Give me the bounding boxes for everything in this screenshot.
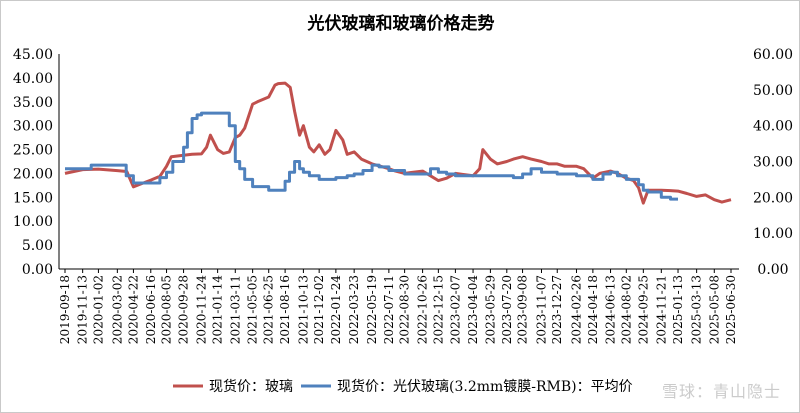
x-tick-label: 2024-06-13 (604, 275, 618, 344)
x-tick-label: 2022-03-23 (347, 275, 361, 344)
x-tick-label: 2025-06-30 (724, 275, 738, 344)
x-tick-label: 2020-11-24 (195, 275, 209, 345)
x-tick-label: 2022-10-26 (416, 275, 430, 344)
y-right-tick-label: 30.00 (753, 155, 793, 171)
x-tick-label: 2020-04-22 (126, 275, 140, 344)
y-right-tick-label: 50.00 (753, 83, 793, 99)
x-tick-label: 2022-12-15 (431, 275, 445, 344)
x-tick-label: 2023-02-07 (448, 275, 462, 344)
x-tick-label: 2021-10-13 (296, 275, 310, 344)
y-right-tick-label: 0.00 (757, 262, 788, 278)
y-left-tick-label: 25.00 (13, 143, 53, 159)
x-tick-label: 2022-01-24 (329, 275, 343, 345)
x-tick-label: 2021-06-25 (262, 275, 276, 344)
x-tick-label: 2025-05-08 (707, 275, 721, 344)
y-left-tick-label: 30.00 (13, 119, 53, 135)
y-left-tick-label: 20.00 (13, 166, 53, 182)
x-tick-label: 2022-08-30 (398, 275, 412, 344)
x-tick-label: 2024-08-02 (619, 275, 633, 344)
legend-label-pv-glass: 现货价：光伏玻璃(3.2mm镀膜-RMB)：平均价 (337, 378, 633, 395)
y-left-tick-label: 45.00 (13, 47, 53, 63)
x-tick-label: 2023-09-08 (516, 275, 530, 344)
x-tick-label: 2025-03-13 (690, 275, 704, 344)
y-right-tick-label: 20.00 (753, 190, 793, 206)
x-tick-label: 2021-01-14 (211, 275, 225, 345)
x-tick-label: 2020-03-02 (110, 275, 124, 344)
y-left-tick-label: 15.00 (13, 190, 53, 206)
x-tick-label: 2023-04-04 (466, 275, 480, 345)
x-tick-label: 2024-11-21 (654, 275, 668, 344)
x-tick-label: 2024-09-25 (636, 275, 650, 344)
y-right-tick-label: 60.00 (753, 47, 793, 63)
y-left-tick-label: 10.00 (13, 214, 53, 230)
y-left-tick-label: 5.00 (22, 238, 53, 254)
x-tick-label: 2020-01-02 (91, 275, 105, 344)
watermark-text: 雪球：青山隐士 (661, 382, 781, 401)
legend-label-glass: 现货价：玻璃 (209, 378, 293, 395)
x-tick-label: 2019-11-13 (76, 275, 90, 344)
series-line-pv-glass (65, 111, 678, 201)
y-left-tick-label: 0.00 (22, 262, 53, 278)
x-tick-label: 2020-09-28 (177, 275, 191, 344)
x-tick-label: 2020-08-05 (160, 275, 174, 344)
x-tick-label: 2021-12-02 (312, 275, 326, 344)
y-right-tick-label: 10.00 (753, 226, 793, 242)
x-tick-label: 2020-06-16 (144, 275, 158, 344)
x-tick-label: 2024-04-18 (586, 275, 600, 344)
x-tick-label: 2022-05-19 (365, 275, 379, 344)
x-tick-label: 2023-07-20 (500, 275, 514, 344)
y-left-tick-label: 35.00 (13, 95, 53, 111)
x-tick-label: 2023-12-27 (550, 275, 564, 344)
x-tick-label: 2019-09-18 (58, 275, 72, 344)
x-tick-label: 2025-01-13 (671, 275, 685, 344)
x-tick-label: 2021-05-05 (246, 275, 260, 344)
y-left-tick-label: 40.00 (13, 71, 53, 87)
series-line-glass (64, 81, 732, 205)
x-tick-label: 2023-05-29 (483, 275, 497, 344)
x-tick-label: 2021-08-16 (278, 275, 292, 344)
x-tick-label: 2022-07-11 (382, 275, 396, 344)
x-tick-label: 2021-03-11 (228, 275, 242, 344)
x-tick-label: 2023-11-07 (534, 275, 548, 344)
y-right-tick-label: 40.00 (753, 119, 793, 135)
x-tick-label: 2024-02-26 (569, 275, 583, 344)
chart-title: 光伏玻璃和玻璃价格走势 (307, 13, 495, 34)
